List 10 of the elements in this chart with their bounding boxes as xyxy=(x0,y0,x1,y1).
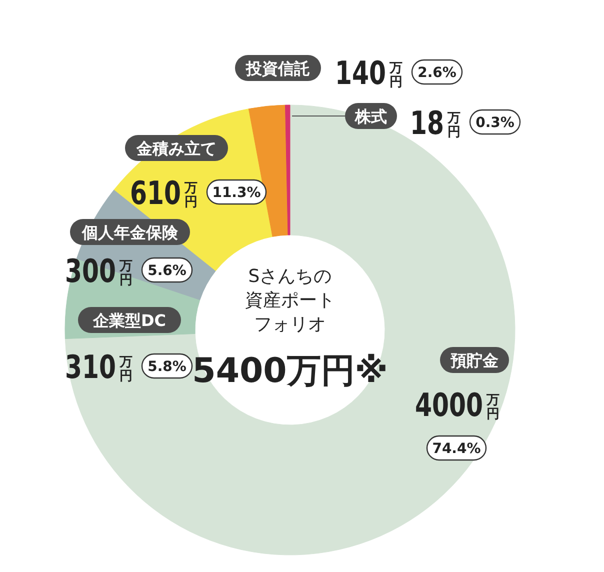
slice-label: 個人年金保険 xyxy=(81,223,179,242)
slice-label: 投資信託 xyxy=(245,59,310,78)
text: Sさんちの資産ポートフォリオ xyxy=(245,266,335,335)
slice-label: 預貯金 xyxy=(450,351,498,370)
slice-label: 株式 xyxy=(354,107,387,126)
donut-slice xyxy=(285,104,290,236)
donut-slice xyxy=(64,104,516,556)
slice-label: 金積み立て xyxy=(136,139,216,158)
text: 5400万円※ xyxy=(192,351,388,391)
slice-label: 企業型DC xyxy=(92,311,166,330)
